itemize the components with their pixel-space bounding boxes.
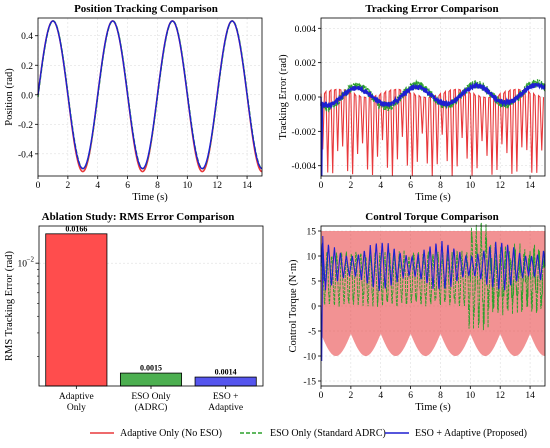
series-proposed-line	[37, 20, 263, 170]
position-plot-frame	[37, 17, 263, 177]
figure-legend: Adaptive Only (No ESO) ESO Only (Standard…	[90, 428, 527, 439]
y-tick-label: -5	[308, 328, 316, 338]
x-tick-label: Adaptive	[208, 403, 243, 413]
x-tick-label: 12	[495, 391, 505, 401]
y-tick-label: 0.4	[21, 32, 33, 42]
series-proposed-line	[320, 81, 546, 110]
x-tick-label: Only	[67, 403, 86, 413]
error-series	[320, 79, 546, 177]
position-series	[37, 20, 263, 173]
y-tick-label: 5	[311, 278, 316, 288]
series-eso-line	[320, 79, 546, 113]
bar-0	[45, 233, 108, 387]
y-tick-label: -0.004	[291, 162, 316, 172]
bar-2	[194, 376, 257, 387]
y-tick-label: 0.004	[295, 25, 317, 35]
torque-y-label: Control Torque (N·m)	[288, 259, 299, 352]
control-torque-panel: Control Torque Comparison 0 2 4 6 8 10 12 14 -15…	[288, 211, 546, 413]
y-tick-label: 0.002	[295, 59, 317, 69]
x-tick-label: Adaptive	[59, 392, 94, 402]
x-tick-label: 14	[525, 391, 535, 401]
ablation-panel: Ablation Study: RMS Error Comparison 0.0…	[4, 211, 264, 413]
x-tick-label: (ADRC)	[135, 402, 168, 413]
position-chart-title: Position Tracking Comparison	[74, 3, 218, 15]
bar-value-label: 0.0014	[215, 368, 237, 377]
ablation-y-label: RMS Tracking Error (rad)	[4, 251, 15, 361]
series-eso-line	[320, 222, 546, 331]
y-tick-label: 0.000	[295, 94, 317, 104]
x-tick-label: 8	[438, 391, 443, 401]
y-tick-label: -0.4	[18, 150, 33, 160]
y-tick-label: 10	[18, 260, 28, 270]
x-tick-label: 2	[348, 181, 353, 191]
y-tick-label: 0.2	[21, 62, 33, 72]
y-tick-label: -0.002	[291, 128, 316, 138]
x-tick-label: ESO Only	[131, 392, 171, 402]
position-y-label: Position (rad)	[4, 68, 15, 126]
x-tick-label: 14	[242, 181, 252, 191]
y-tick-label: 15	[307, 228, 317, 238]
torque-ticks: 0 2 4 6 8 10 12 14 -15 -10 -5 0 5 10 15	[303, 228, 535, 402]
legend-label-1: ESO Only (Standard ADRC)	[270, 428, 386, 439]
error-ticks: 0 2 4 6 8 10 12 14 -0.004 -0.002 0.000 0.002 0.004	[291, 25, 535, 191]
x-tick-label: 10	[466, 391, 476, 401]
x-tick-label: ESO +	[213, 392, 239, 402]
x-tick-label: 10	[466, 181, 476, 191]
x-tick-label: 14	[525, 181, 535, 191]
error-x-label: Time (s)	[415, 192, 451, 203]
torque-x-label: Time (s)	[415, 402, 451, 413]
series-proposed-line	[320, 241, 546, 291]
x-tick-label: 10	[183, 181, 193, 191]
y-tick-exponent: −2	[27, 256, 35, 264]
x-tick-label: 6	[408, 391, 413, 401]
x-tick-label: 0	[319, 391, 324, 401]
position-ticks: 0 2 4 6 8 10 12 14 -0.4 -0.2 0.0 0.2 0.4	[18, 32, 252, 191]
y-tick-label: 0.0	[21, 91, 33, 101]
legend-label-2: ESO + Adaptive (Proposed)	[415, 428, 527, 439]
bar-value-label: 0.0166	[65, 224, 87, 233]
position-grid	[37, 18, 262, 176]
x-tick-label: 4	[378, 391, 383, 401]
error-y-label: Tracking Error (rad)	[278, 54, 289, 140]
x-tick-label: 12	[495, 181, 505, 191]
x-tick-label: 8	[155, 181, 160, 191]
legend-label-0: Adaptive Only (No ESO)	[120, 428, 222, 439]
y-tick-label: 0	[311, 303, 316, 313]
position-x-label: Time (s)	[132, 192, 168, 203]
x-tick-label: 12	[212, 181, 222, 191]
x-tick-label: 0	[319, 181, 324, 191]
bar-1	[119, 372, 183, 387]
x-tick-label: 2	[65, 181, 70, 191]
x-tick-label: 8	[438, 181, 443, 191]
error-chart-title: Tracking Error Comparison	[365, 3, 498, 15]
position-tracking-panel: Position Tracking Comparison 0 2 4 6 8 10 12 14…	[4, 3, 263, 203]
torque-series	[320, 222, 546, 362]
torque-chart-title: Control Torque Comparison	[365, 211, 498, 223]
x-tick-label: 4	[378, 181, 383, 191]
ablation-bars: 0.0166 0.0015 0.0014	[45, 224, 257, 387]
x-tick-label: 6	[125, 181, 130, 191]
bar-value-label: 0.0015	[140, 364, 162, 373]
series-adaptive-line	[320, 230, 546, 357]
x-tick-label: 0	[36, 181, 41, 191]
tracking-error-panel: Tracking Error Comparison 0 2 4 6 8 10 12 14 -0.…	[278, 3, 546, 203]
y-tick-label: -10	[303, 353, 316, 363]
x-tick-label: 6	[408, 181, 413, 191]
ablation-chart-title: Ablation Study: RMS Error Comparison	[42, 211, 235, 223]
y-tick-label: -15	[303, 378, 316, 388]
y-tick-label: 10	[307, 253, 317, 263]
x-tick-label: 2	[348, 391, 353, 401]
y-tick-label: -0.2	[18, 121, 33, 131]
x-tick-label: 4	[95, 181, 100, 191]
